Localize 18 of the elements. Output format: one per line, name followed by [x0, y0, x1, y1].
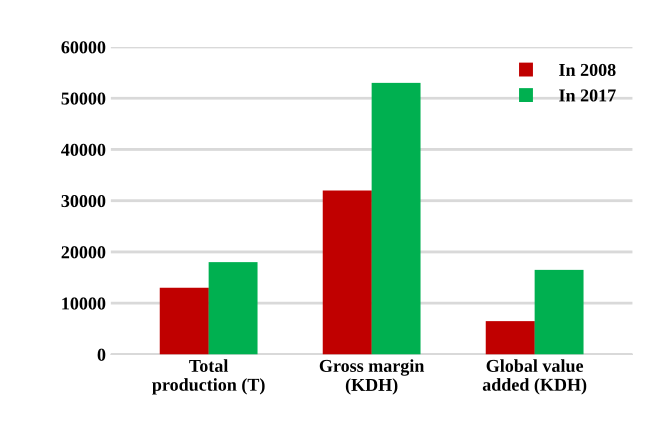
legend-label: In 2008 [559, 64, 616, 76]
y-tick-label: 20000 [62, 246, 106, 258]
x-tick-label: Total production (T) [152, 359, 265, 395]
y-tick-label: 10000 [62, 297, 106, 310]
bar [486, 321, 535, 354]
y-tick-label: 60000 [61, 41, 106, 54]
bar [534, 270, 584, 354]
bar [160, 288, 209, 354]
x-tick-label: Gross margin (KDH) [320, 359, 424, 395]
bar [372, 82, 421, 354]
y-tick-label: 0 [98, 348, 106, 361]
bar [322, 190, 372, 354]
x-tick-label: Global value added (KDH) [482, 359, 586, 395]
y-tick-label: 40000 [61, 144, 106, 156]
y-tick-label: 50000 [62, 92, 106, 105]
bar [208, 262, 258, 354]
y-tick-label: 30000 [62, 194, 106, 208]
legend-label: In 2017 [559, 89, 616, 102]
